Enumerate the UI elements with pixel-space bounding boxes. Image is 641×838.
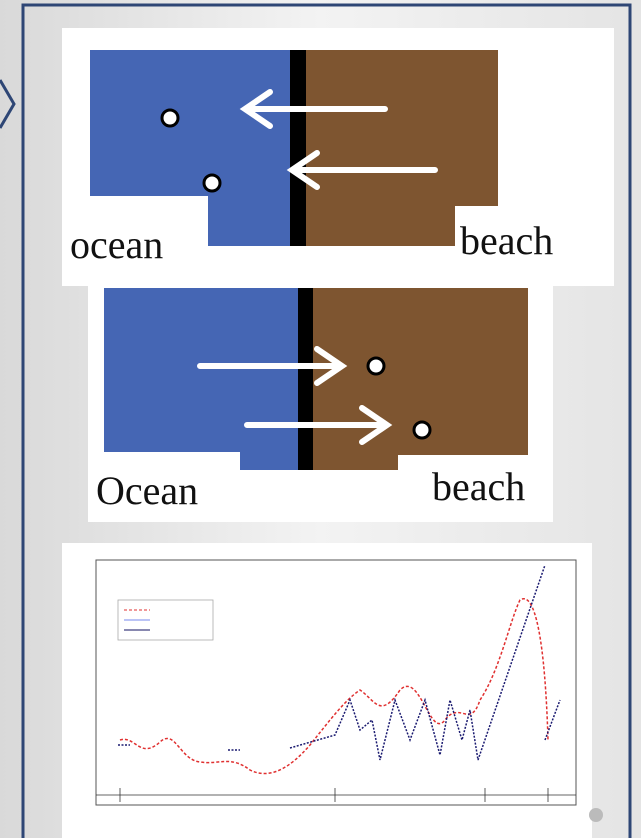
arrow [239, 89, 388, 129]
chart-image [62, 543, 603, 838]
boundary [290, 50, 306, 246]
diagram-1: ocean beach [62, 28, 614, 286]
red-curve [119, 598, 549, 775]
frame [21, 3, 632, 838]
particle [412, 420, 432, 440]
cutout [398, 455, 553, 522]
cutout [455, 206, 614, 286]
segment-ticks [119, 788, 549, 802]
diagram-2: Ocean beach [88, 286, 553, 522]
image-panel [62, 543, 592, 838]
particle [202, 173, 222, 193]
cutout [62, 196, 208, 286]
particle [366, 356, 386, 376]
beach-area [312, 288, 528, 470]
arrow [244, 405, 393, 445]
chevron [0, 79, 16, 129]
label: beach [432, 464, 525, 509]
plot-frame [95, 559, 577, 806]
ocean-area [104, 288, 300, 470]
arrow [197, 346, 348, 386]
boundary [298, 288, 313, 470]
arrow [286, 150, 438, 190]
label: ocean [70, 222, 163, 267]
bullet [589, 808, 603, 822]
particle [160, 108, 180, 128]
label: beach [460, 218, 553, 263]
label: Ocean [96, 468, 198, 513]
cutout [88, 452, 240, 522]
